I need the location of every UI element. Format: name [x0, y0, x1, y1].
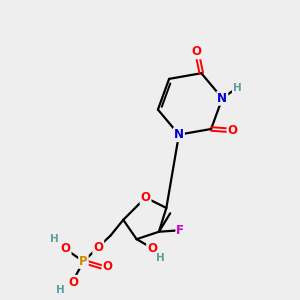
Text: O: O: [93, 241, 103, 254]
Text: P: P: [79, 255, 88, 268]
Text: H: H: [233, 83, 242, 93]
Text: H: H: [56, 285, 65, 295]
Text: O: O: [192, 45, 202, 58]
Text: O: O: [103, 260, 113, 273]
Text: O: O: [140, 191, 151, 204]
Text: N: N: [174, 128, 184, 141]
Text: O: O: [147, 242, 157, 255]
Text: F: F: [176, 224, 184, 237]
Text: O: O: [68, 276, 78, 289]
Text: O: O: [61, 242, 70, 255]
Text: N: N: [217, 92, 227, 105]
Text: H: H: [50, 234, 59, 244]
Text: O: O: [227, 124, 238, 137]
Text: H: H: [156, 253, 165, 263]
